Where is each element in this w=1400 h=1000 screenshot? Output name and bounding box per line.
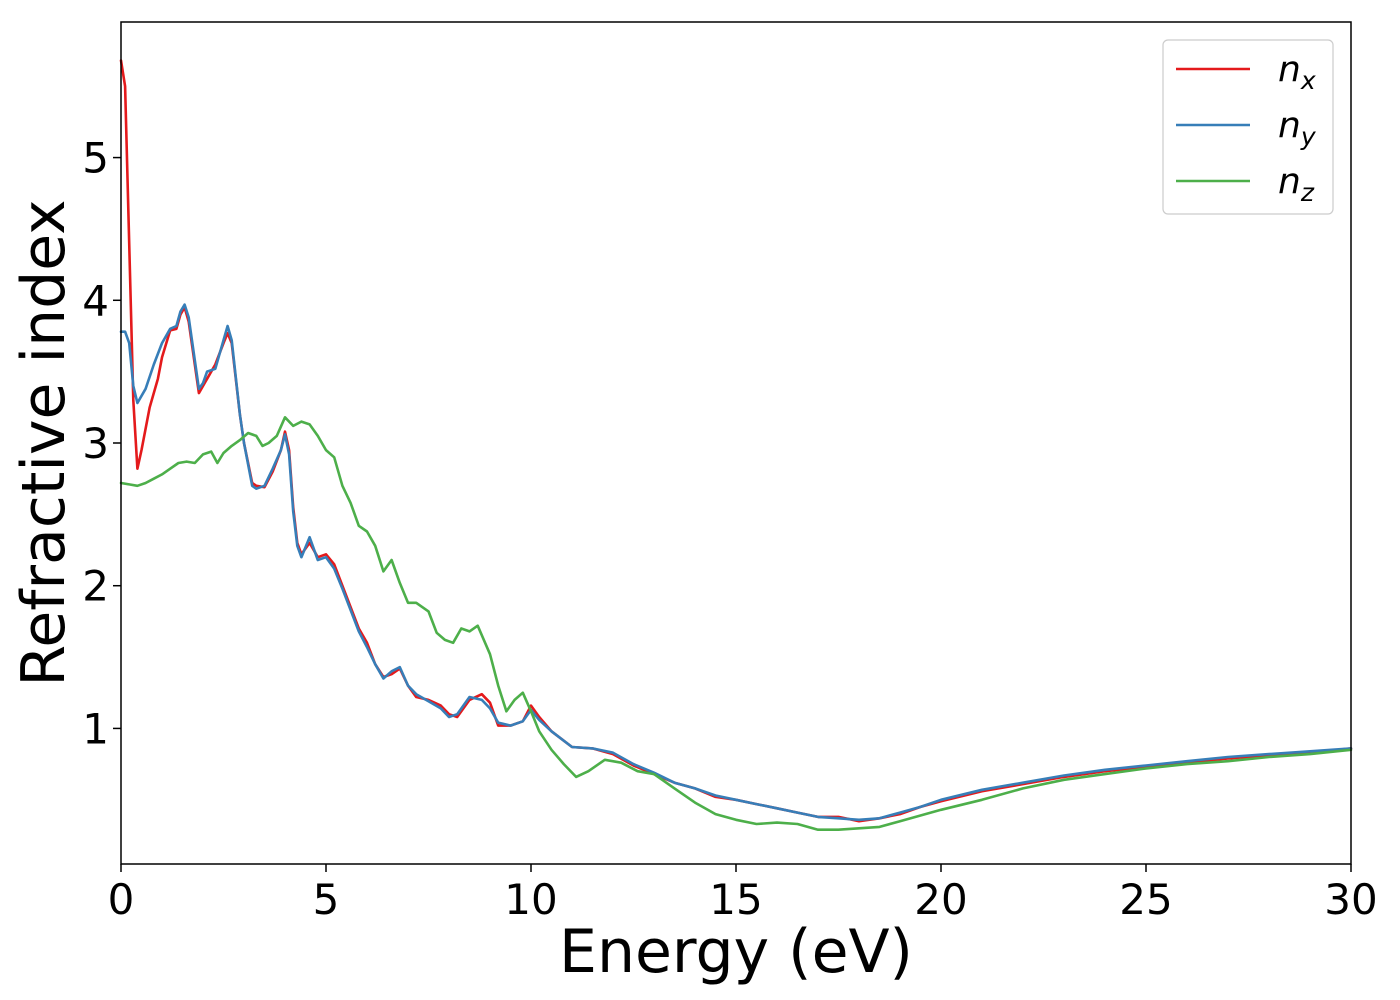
x-tick-label: 10: [504, 875, 557, 924]
legend-label-nz: nz: [1278, 161, 1315, 207]
y-tick-label: 2: [82, 562, 109, 611]
plot-area: [121, 22, 1351, 864]
legend-label-nx: nx: [1278, 49, 1316, 95]
legend-box: [1162, 39, 1334, 215]
y-tick-label: 4: [82, 276, 109, 325]
x-tick-label: 30: [1324, 875, 1377, 924]
y-axis-title: Refractive index: [9, 199, 79, 686]
series-line-nz: [119, 416, 1353, 831]
y-tick-label: 3: [82, 419, 109, 468]
y-axis-ticks: 1 2 3 4 5: [82, 134, 121, 753]
x-tick-label: 25: [1119, 875, 1172, 924]
x-tick-label: 5: [313, 875, 340, 924]
legend: nx ny nz: [1162, 39, 1334, 215]
series-layer: [119, 59, 1353, 831]
series-line-ny: [119, 303, 1353, 822]
legend-label-ny: ny: [1278, 105, 1317, 151]
x-tick-label: 20: [914, 875, 967, 924]
y-tick-label: 1: [82, 704, 109, 753]
x-tick-label: 0: [108, 875, 135, 924]
x-tick-label: 15: [709, 875, 762, 924]
y-tick-label: 5: [82, 134, 109, 183]
x-axis-title: Energy (eV): [559, 917, 913, 987]
x-axis-ticks: 0 5 10 15 20 25 30: [108, 864, 1378, 924]
